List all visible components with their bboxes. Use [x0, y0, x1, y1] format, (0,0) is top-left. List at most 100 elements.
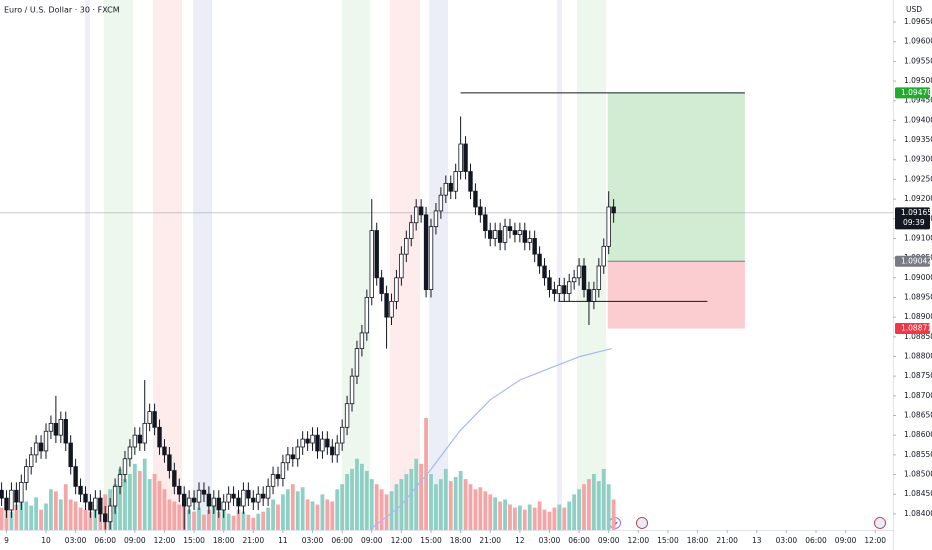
candle-body [48, 422, 54, 432]
candle-body [389, 300, 394, 318]
volume-bar [582, 484, 586, 530]
volume-bar [552, 507, 557, 530]
x-tick-label: 03:00 [302, 536, 324, 545]
volume-bar [152, 474, 157, 530]
volume-bar [83, 509, 88, 530]
volume-bar [211, 504, 216, 530]
candle-body [290, 454, 295, 460]
x-tick-label: 18:00 [213, 536, 235, 545]
price-label-box [895, 255, 930, 267]
volume-bar [241, 511, 246, 530]
candle-body [147, 411, 152, 424]
volume-bar [167, 499, 172, 530]
y-tick-label: 1.08600 [904, 430, 932, 439]
candle-body [142, 422, 147, 444]
candle-body [325, 438, 330, 448]
flag-icon[interactable] [636, 517, 648, 529]
candle-body [596, 265, 602, 290]
candle-body [354, 348, 360, 377]
volume-bar [453, 477, 458, 530]
volume-bar [513, 507, 517, 530]
session-band [577, 0, 606, 530]
candle-body [562, 285, 567, 294]
y-tick-label: 1.08550 [904, 450, 932, 459]
x-tick-label: 13 [752, 536, 762, 545]
volume-bar [557, 504, 562, 530]
candle-body [384, 293, 389, 318]
volume-bar [63, 484, 68, 530]
candle-body [601, 245, 606, 267]
candle-body [231, 493, 236, 499]
candle-body [53, 422, 59, 436]
candle-body [270, 474, 276, 487]
candle-body [122, 458, 128, 475]
volume-bar [522, 509, 527, 530]
candle-body [359, 332, 365, 350]
candle-body [285, 454, 291, 464]
candle-body [428, 226, 434, 290]
x-tick-label: 09:00 [361, 536, 383, 545]
volume-bar [29, 505, 34, 530]
candle-body [191, 497, 197, 503]
volume-bar [567, 501, 572, 530]
candle-body [438, 194, 444, 212]
candle-body [24, 466, 29, 483]
x-tick-label: 18:00 [450, 536, 472, 545]
volume-bar [429, 474, 433, 530]
volume-bar [320, 494, 325, 530]
candle-body [478, 206, 483, 216]
volume-bar [350, 468, 354, 530]
flag-icon[interactable] [874, 517, 886, 529]
volume-bar [315, 504, 320, 530]
candle-body [63, 419, 68, 444]
volume-bar [389, 491, 394, 530]
candle-body [369, 230, 374, 298]
candle-body [221, 501, 226, 511]
candle-body [196, 489, 202, 503]
y-tick-label: 1.09000 [904, 273, 932, 282]
volume-bar [0, 507, 4, 530]
candle-body [152, 411, 157, 428]
candle-body [448, 182, 453, 192]
y-tick-label: 1.09300 [904, 155, 932, 164]
x-tick-label: 21:00 [716, 536, 738, 545]
y-tick-label: 1.09450 [904, 96, 932, 105]
volume-bar [468, 484, 473, 530]
target-zone [607, 92, 745, 262]
candle-body [591, 289, 597, 302]
volume-bar [14, 504, 19, 530]
price-label-box [895, 323, 930, 335]
volume-bar [493, 497, 498, 530]
session-band [557, 0, 562, 530]
session-band [342, 0, 370, 530]
y-tick-label: 1.09200 [904, 194, 932, 203]
candle-body [73, 466, 78, 487]
candle-body [310, 434, 315, 444]
volume-bar [340, 484, 345, 530]
price-label-countdown: 09:39 [903, 218, 925, 227]
candle-body [423, 214, 429, 290]
candle-body [177, 485, 182, 495]
x-tick-label: 21:00 [242, 536, 264, 545]
volume-bar [177, 504, 182, 530]
price-label-box [895, 207, 930, 230]
candle-body [280, 462, 286, 479]
candle-body [93, 497, 98, 511]
session-band [390, 0, 420, 530]
candle-body [473, 190, 478, 208]
y-tick-label: 1.08900 [904, 312, 932, 321]
x-tick-label: 12:00 [864, 536, 886, 545]
candle-body [581, 265, 587, 290]
volume-bar [172, 501, 177, 530]
volume-bar [128, 474, 132, 530]
x-tick-label: 03:00 [776, 536, 798, 545]
candle-body [88, 501, 93, 511]
volume-bar [300, 487, 305, 530]
candle-body [492, 230, 498, 239]
candle-body [512, 230, 518, 235]
volume-bar [434, 484, 438, 530]
volume-bar [49, 489, 53, 530]
volume-bar [478, 487, 483, 530]
volume-bar [162, 489, 167, 530]
